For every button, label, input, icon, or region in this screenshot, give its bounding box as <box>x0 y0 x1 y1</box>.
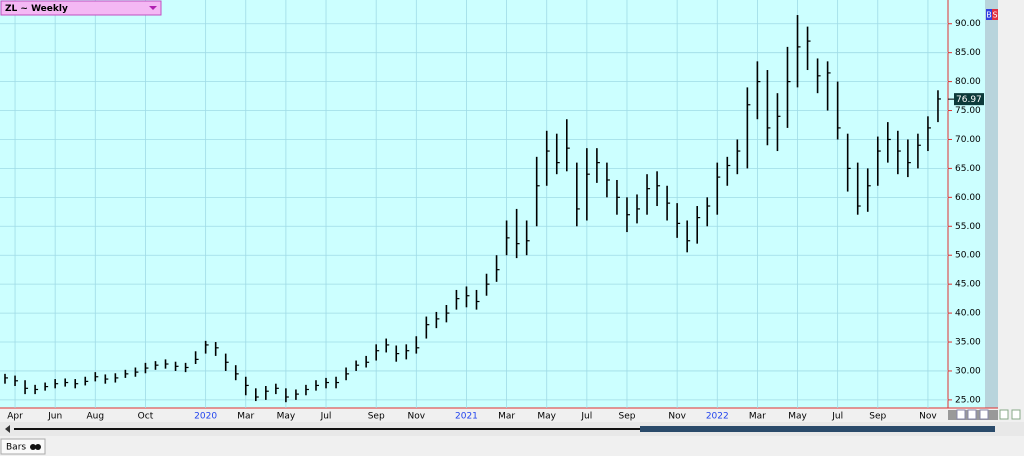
y-tick-label: 90.00 <box>955 19 981 29</box>
x-tick-label: Jul <box>580 412 592 422</box>
y-tick-label: 25.00 <box>955 395 981 405</box>
sell-text: S <box>992 11 997 20</box>
side-strip <box>985 0 998 408</box>
y-tick-label: 30.00 <box>955 366 981 376</box>
x-tick-label: May <box>277 412 296 422</box>
buy-text: B <box>986 11 992 20</box>
x-tick-label: Nov <box>919 412 937 422</box>
scroll-left[interactable] <box>5 425 10 433</box>
x-tick-label: Sep <box>869 412 886 422</box>
scroll-thumb[interactable] <box>640 426 995 432</box>
y-tick-label: 65.00 <box>955 164 981 174</box>
x-tick-label: Jul <box>320 412 332 422</box>
y-tick-label: 55.00 <box>955 222 981 232</box>
x-tick-label: 2021 <box>455 412 478 422</box>
y-tick-label: 85.00 <box>955 48 981 58</box>
last-price-box <box>954 93 984 106</box>
x-tick-label: Nov <box>668 412 686 422</box>
x-tick-label: Jun <box>47 412 62 422</box>
x-tick-label: Sep <box>618 412 635 422</box>
x-tick-label: Oct <box>138 412 154 422</box>
y-tick-label: 40.00 <box>955 309 981 319</box>
last-price-label: 76.97 <box>956 95 982 105</box>
sell-badge[interactable] <box>992 9 998 20</box>
y-tick-label: 80.00 <box>955 77 981 87</box>
x-tick-label: Nov <box>408 412 426 422</box>
tab-icon <box>35 444 41 450</box>
tool-button[interactable] <box>1011 409 1021 420</box>
y-tick-label: 50.00 <box>955 251 981 261</box>
dropdown-arrow[interactable] <box>149 6 157 10</box>
x-tick-label: Mar <box>237 412 254 422</box>
x-tick-label: Jul <box>831 412 843 422</box>
x-tick-label: Sep <box>368 412 385 422</box>
buy-badge[interactable] <box>986 9 992 20</box>
tool-button[interactable] <box>979 409 989 420</box>
symbol-box[interactable] <box>0 0 162 16</box>
plot-area <box>0 0 948 408</box>
x-tick-label: Mar <box>749 412 766 422</box>
x-tick-label: 2020 <box>194 412 217 422</box>
x-tick-label: Mar <box>498 412 515 422</box>
x-tick-label: Aug <box>86 412 104 422</box>
symbol-label: ZL ~ Weekly <box>5 4 68 14</box>
tab[interactable] <box>0 438 46 455</box>
y-tick-label: 35.00 <box>955 338 981 348</box>
x-tick-label: Apr <box>7 412 23 422</box>
x-tick-label: May <box>537 412 556 422</box>
y-tick-label: 45.00 <box>955 280 981 290</box>
tab-label: Bars <box>6 443 26 453</box>
x-tick-label: May <box>788 412 807 422</box>
tool-button[interactable] <box>999 409 1009 420</box>
tab-icon <box>30 444 36 450</box>
y-tick-label: 70.00 <box>955 135 981 145</box>
x-tick-label: 2022 <box>706 412 729 422</box>
tool-button[interactable] <box>967 409 977 420</box>
y-tick-label: 75.00 <box>955 106 981 116</box>
y-tick-label: 60.00 <box>955 193 981 203</box>
tool-button[interactable] <box>956 409 966 420</box>
y-axis-area <box>948 0 985 408</box>
